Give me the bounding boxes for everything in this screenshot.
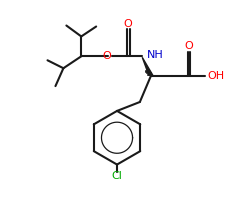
Polygon shape (142, 57, 153, 75)
Text: O: O (102, 51, 111, 61)
Text: OH: OH (208, 71, 225, 81)
Text: O: O (184, 41, 193, 51)
Text: O: O (124, 19, 132, 29)
Text: NH: NH (147, 50, 164, 60)
Text: Cl: Cl (112, 171, 122, 181)
